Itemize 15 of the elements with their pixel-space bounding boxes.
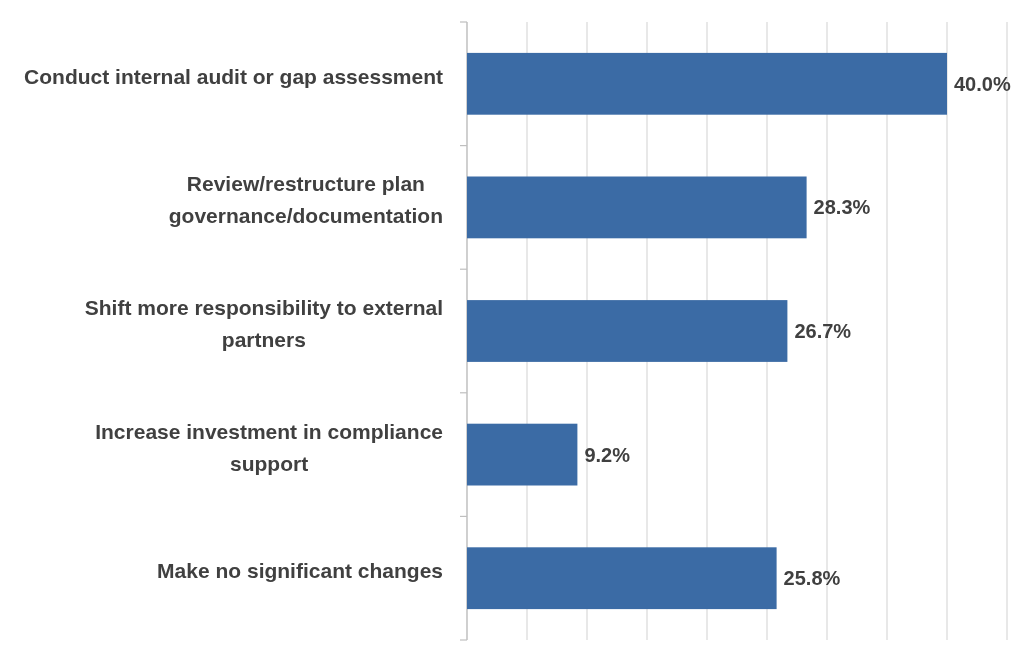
data-label: 28.3%	[813, 196, 871, 219]
y-tick-label: Increase investment in compliance support	[95, 419, 444, 475]
bar	[467, 52, 947, 115]
bar	[467, 547, 777, 610]
bar	[467, 176, 807, 239]
data-label: 25.8%	[783, 567, 841, 590]
data-label: 9.2%	[584, 443, 631, 466]
y-tick-label: Shift more responsibility to external partners	[84, 296, 443, 351]
y-tick-label: Review/restructure plan governance/documentation	[168, 172, 443, 228]
y-tick-label: Make no significant changes	[157, 559, 443, 583]
data-label: 26.7%	[794, 320, 852, 342]
data-label: 40.0%	[954, 72, 1011, 95]
y-tick-label: Conduct internal audit or gap assessment	[24, 64, 443, 88]
bar	[467, 423, 578, 486]
bar	[467, 300, 788, 362]
